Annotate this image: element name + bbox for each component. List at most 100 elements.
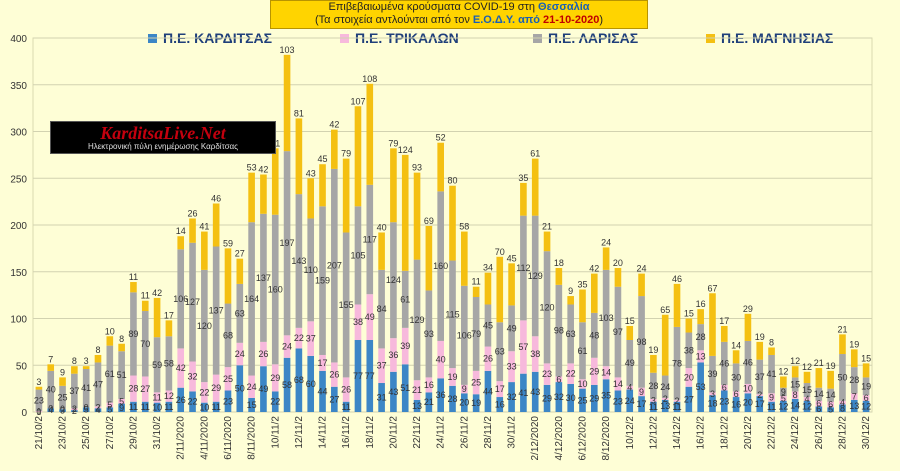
bar-segment-karditsa — [768, 401, 775, 412]
bar-segment-larisa — [744, 340, 752, 384]
data-label-larisa: 117 — [363, 234, 377, 244]
bar-segment-magnisia — [484, 272, 492, 305]
data-label-karditsa: 58 — [282, 380, 292, 390]
bar-segment-larisa — [590, 312, 598, 358]
data-label-trikala: 2 — [72, 404, 77, 414]
bar-segment-magnisia — [768, 347, 775, 355]
data-label-larisa: 137 — [209, 306, 224, 316]
bar-segment-magnisia — [177, 236, 185, 250]
data-label-karditsa: 22 — [270, 397, 280, 407]
x-tick-label: 27/10/2 — [105, 416, 116, 450]
data-label-karditsa: 20 — [743, 398, 753, 408]
data-label-karditsa: 11 — [141, 402, 150, 412]
data-label-trikala: 5 — [119, 396, 124, 406]
bar-segment-magnisia — [35, 386, 43, 390]
data-label-magnisia: 9 — [568, 286, 573, 296]
bar-segment-magnisia — [839, 334, 846, 355]
data-label-magnisia: 20 — [613, 258, 623, 268]
data-label-larisa: 37 — [69, 386, 79, 396]
bar-segment-magnisia — [780, 376, 787, 388]
bar-segment-magnisia — [661, 314, 669, 376]
data-label-larisa: 98 — [637, 337, 647, 347]
bar-segment-karditsa — [177, 387, 185, 412]
data-label-larisa: 14 — [826, 390, 836, 400]
data-label-larisa: 15 — [802, 385, 812, 395]
x-tick-label: 6/11/2020 — [223, 416, 234, 460]
bar-segment-trikala — [508, 351, 515, 383]
data-label-trikala: 10 — [577, 379, 587, 389]
chart-title-line-1: Επιβεβαιωμένα κρούσματα COVID-19 στη Θεσ… — [271, 1, 647, 14]
bar-segment-magnisia — [709, 293, 716, 356]
data-label-larisa: 129 — [410, 315, 425, 325]
data-label-larisa: 24 — [660, 382, 670, 392]
data-label-karditsa: 36 — [436, 390, 446, 400]
data-label-trikala: 4 — [805, 394, 810, 404]
data-label-karditsa: 77 — [353, 371, 363, 381]
data-label-magnisia: 17 — [719, 316, 729, 326]
data-label-larisa: 160 — [268, 285, 283, 295]
bar-segment-karditsa — [283, 357, 291, 412]
bar-segment-magnisia — [425, 225, 433, 291]
bar-segment-magnisia — [118, 343, 125, 352]
bar-segment-magnisia — [94, 354, 102, 363]
data-label-karditsa: 0 — [36, 407, 41, 417]
bar-segment-trikala — [283, 335, 291, 358]
bar-segment-trikala — [177, 348, 185, 388]
data-label-karditsa: 11 — [164, 402, 173, 412]
data-label-magnisia: 26 — [188, 208, 198, 218]
data-label-larisa: 120 — [540, 302, 555, 312]
bar-segment-trikala — [650, 398, 657, 402]
data-label-trikala: 2 — [757, 390, 762, 400]
bar-segment-trikala — [189, 361, 196, 392]
bar-segment-trikala — [35, 411, 43, 412]
data-label-trikala: 4 — [840, 398, 845, 408]
bar-segment-magnisia — [401, 154, 409, 271]
bar-segment-magnisia — [590, 273, 598, 313]
data-label-magnisia: 11 — [129, 272, 138, 282]
data-label-magnisia: 11 — [471, 277, 480, 287]
data-label-karditsa: 29 — [542, 393, 552, 403]
data-label-trikala: 38 — [530, 349, 540, 359]
bar-segment-karditsa — [732, 397, 740, 412]
data-label-magnisia: 18 — [554, 258, 564, 268]
data-label-trikala: 37 — [306, 334, 316, 344]
bar-segment-karditsa — [543, 384, 551, 412]
data-label-trikala: 49 — [365, 312, 375, 322]
data-label-larisa: 59 — [152, 360, 162, 370]
bar-segment-larisa — [153, 337, 161, 393]
bar-segment-magnisia — [543, 231, 551, 252]
bar-segment-larisa — [827, 388, 834, 402]
bar-segment-larisa — [295, 194, 303, 328]
data-label-larisa: 129 — [528, 271, 543, 281]
data-label-magnisia: 59 — [223, 238, 233, 248]
data-label-trikala: 25 — [471, 378, 481, 388]
data-label-karditsa: 15 — [247, 400, 257, 410]
bar-segment-larisa — [815, 387, 823, 401]
data-label-karditsa: 22 — [188, 397, 198, 407]
bar-segment-magnisia — [378, 232, 385, 270]
bar-segment-larisa — [685, 332, 693, 369]
bar-segment-trikala — [555, 376, 563, 383]
bar-segment-larisa — [59, 385, 66, 410]
bar-segment-magnisia — [496, 256, 504, 323]
data-label-larisa: 115 — [445, 309, 459, 319]
bar-segment-larisa — [189, 242, 196, 362]
bar-segment-larisa — [496, 322, 504, 382]
bar-segment-larisa — [283, 151, 291, 336]
data-label-larisa: 45 — [483, 321, 493, 331]
bar-segment-magnisia — [732, 350, 740, 364]
bar-segment-magnisia — [130, 282, 137, 293]
bar-segment-larisa — [331, 168, 338, 363]
data-label-karditsa: 32 — [554, 392, 564, 402]
x-tick-label: 2/11/2020 — [176, 416, 187, 460]
data-label-magnisia: 8 — [72, 356, 77, 366]
bar-segment-karditsa — [212, 401, 220, 412]
bar-segment-karditsa — [862, 400, 870, 412]
data-label-larisa: 39 — [707, 369, 717, 379]
bar-segment-trikala — [236, 342, 244, 366]
data-label-magnisia: 34 — [483, 263, 493, 273]
bar-segment-magnisia — [685, 318, 693, 333]
data-label-karditsa: 77 — [365, 371, 375, 381]
data-label-magnisia: 19 — [826, 361, 836, 371]
bar-segment-karditsa — [449, 385, 456, 412]
